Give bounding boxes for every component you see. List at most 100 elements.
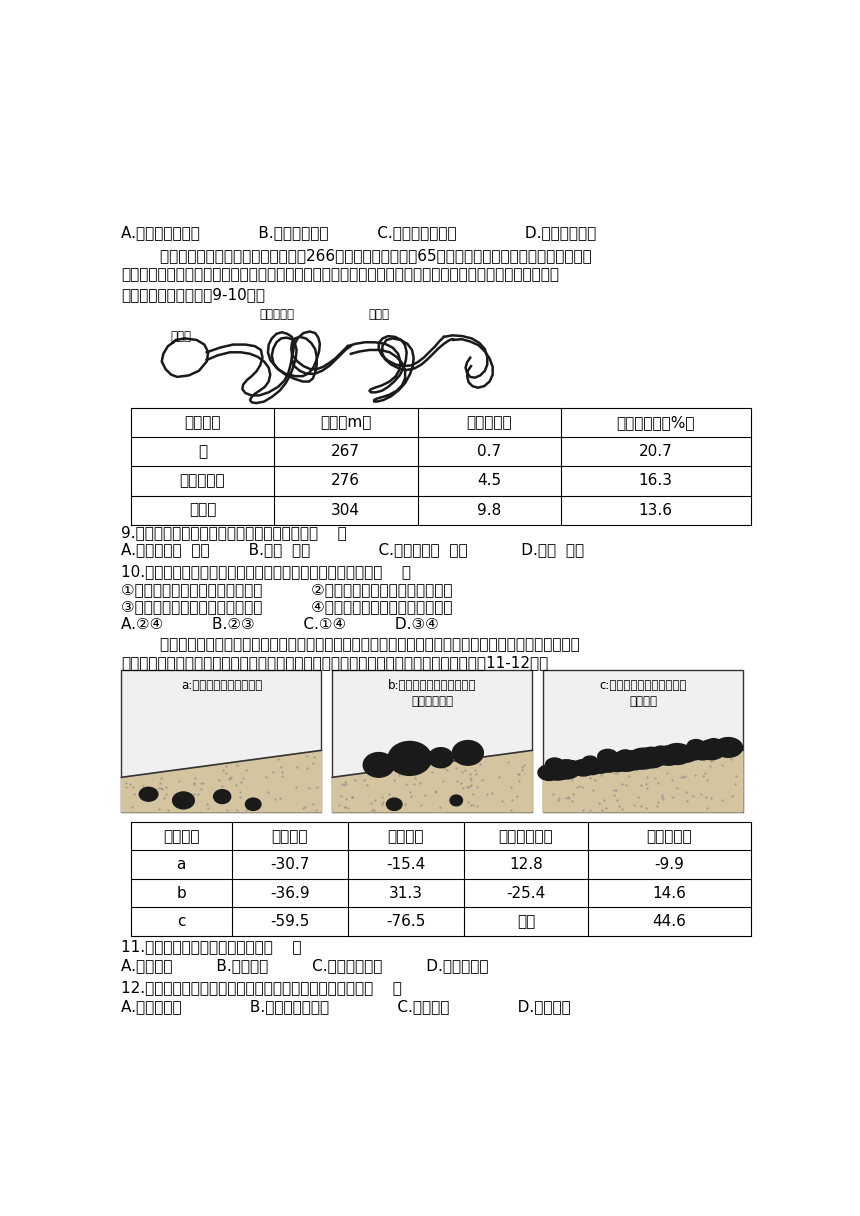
Text: 土壤含水量: 土壤含水量 — [647, 829, 692, 844]
Text: 12.通过增加砾石覆盖度，对农业增产效果最明显的地区是（    ）: 12.通过增加砾石覆盖度，对农业增产效果最明显的地区是（ ） — [121, 980, 402, 995]
Text: 甲: 甲 — [198, 444, 207, 460]
Text: 植被类型: 植被类型 — [184, 415, 221, 429]
Text: 丰满水电站: 丰满水电站 — [259, 309, 294, 321]
Ellipse shape — [685, 748, 703, 760]
Text: 11.随着砾石覆盖度增加，会提高（    ）: 11.随着砾石覆盖度增加，会提高（ ） — [121, 939, 302, 955]
Ellipse shape — [654, 745, 683, 765]
Ellipse shape — [673, 748, 685, 756]
Text: 0.7: 0.7 — [477, 444, 501, 460]
Ellipse shape — [653, 747, 668, 758]
Bar — [543, 670, 743, 812]
Bar — [121, 670, 322, 812]
Text: -36.9: -36.9 — [270, 885, 310, 901]
Text: c: c — [177, 914, 186, 929]
Text: 10.赤麻鸭能够在丰满水电站下游的江滩上越冬的主要原因是（    ）: 10.赤麻鸭能够在丰满水电站下游的江滩上越冬的主要原因是（ ） — [121, 564, 411, 579]
Text: ①水电站下游气候温暖，利于越冬          ②当地人们保护野生物的意识增强: ①水电站下游气候温暖，利于越冬 ②当地人们保护野生物的意识增强 — [121, 581, 453, 597]
Ellipse shape — [697, 739, 726, 760]
Text: 地表径流速率: 地表径流速率 — [499, 829, 553, 844]
Text: 海拔（m）: 海拔（m） — [320, 415, 372, 429]
Text: 的位置。下表为与无砾石的裸土相比，三种砾石位置对土壤水文过程产生的影响。据此完成11-12题。: 的位置。下表为与无砾石的裸土相比，三种砾石位置对土壤水文过程产生的影响。据此完成… — [121, 655, 549, 670]
Ellipse shape — [687, 739, 705, 751]
Text: 267: 267 — [331, 444, 360, 460]
Text: b:砾石位于土壤表层并覆盖
部分土壤表面: b:砾石位于土壤表层并覆盖 部分土壤表面 — [388, 679, 476, 708]
Text: A.②④          B.②③          C.①④          D.③④: A.②④ B.②③ C.①④ D.③④ — [121, 618, 439, 632]
Ellipse shape — [636, 748, 666, 767]
Ellipse shape — [706, 738, 722, 750]
Ellipse shape — [538, 765, 561, 781]
Text: c:砾石以不同厚度完全覆盖
土壤表面: c:砾石以不同厚度完全覆盖 土壤表面 — [599, 679, 687, 708]
Text: -30.7: -30.7 — [270, 857, 310, 872]
Ellipse shape — [213, 789, 230, 804]
Text: 20.7: 20.7 — [639, 444, 673, 460]
Text: 砾石分布在土壤内部和表面，影响土壤水文过程和水土保持等生态服务功能。下图示意三种砾石在土壤中: 砾石分布在土壤内部和表面，影响土壤水文过程和水土保持等生态服务功能。下图示意三种… — [121, 637, 580, 652]
Ellipse shape — [650, 751, 670, 765]
Ellipse shape — [566, 761, 579, 770]
Polygon shape — [332, 750, 532, 812]
Ellipse shape — [611, 750, 641, 771]
Ellipse shape — [637, 753, 648, 761]
Ellipse shape — [691, 744, 715, 760]
Ellipse shape — [388, 742, 432, 776]
Text: -25.4: -25.4 — [507, 885, 545, 901]
Text: 落叶阔叶林: 落叶阔叶林 — [180, 473, 225, 489]
Ellipse shape — [628, 748, 658, 769]
Text: 砾石位置: 砾石位置 — [163, 829, 200, 844]
Bar — [332, 670, 532, 812]
Ellipse shape — [621, 750, 648, 770]
Text: 江滩上还聚集着来自西伯利亚的野生赤麻鸭，它们的越冬地原是鄱阳湖地区。表为松花湖湖岸到矮山的三类植: 江滩上还聚集着来自西伯利亚的野生赤麻鸭，它们的越冬地原是鄱阳湖地区。表为松花湖湖… — [121, 268, 560, 282]
Ellipse shape — [386, 798, 402, 810]
Ellipse shape — [590, 759, 611, 773]
Text: 吉林市: 吉林市 — [368, 309, 390, 321]
Ellipse shape — [572, 760, 595, 776]
Ellipse shape — [450, 795, 463, 806]
Text: 吉林省吉林市的松花湖湖面平均海拔266米，丰满水电站下游65千米江段冬季景观奇特，除赏雾凇外，: 吉林省吉林市的松花湖湖面平均海拔266米，丰满水电站下游65千米江段冬季景观奇特… — [121, 248, 593, 264]
Text: 9.8: 9.8 — [477, 502, 501, 518]
Ellipse shape — [713, 747, 727, 756]
Text: 无值: 无值 — [517, 914, 535, 929]
Text: 土壤含水率（%）: 土壤含水率（%） — [617, 415, 695, 429]
Ellipse shape — [568, 765, 582, 776]
Text: -15.4: -15.4 — [386, 857, 426, 872]
Polygon shape — [543, 750, 743, 812]
Text: 14.6: 14.6 — [653, 885, 686, 901]
Ellipse shape — [580, 759, 603, 775]
Text: 31.3: 31.3 — [389, 885, 423, 901]
Text: b: b — [176, 885, 186, 901]
Ellipse shape — [245, 798, 261, 810]
Ellipse shape — [363, 753, 394, 777]
Text: 被分布资料。据此完成9-10题。: 被分布资料。据此完成9-10题。 — [121, 287, 266, 302]
Ellipse shape — [673, 745, 697, 762]
Ellipse shape — [599, 758, 619, 772]
Ellipse shape — [598, 749, 617, 764]
Ellipse shape — [617, 750, 634, 761]
Text: -9.9: -9.9 — [654, 857, 685, 872]
Text: a: a — [176, 857, 186, 872]
Ellipse shape — [605, 755, 630, 771]
Text: -59.5: -59.5 — [270, 914, 310, 929]
Text: a:砾石完全处于土壤内部: a:砾石完全处于土壤内部 — [181, 679, 262, 692]
Ellipse shape — [544, 761, 571, 781]
Text: 13.6: 13.6 — [639, 502, 673, 518]
Text: 4.5: 4.5 — [477, 473, 501, 489]
Text: -76.5: -76.5 — [386, 914, 426, 929]
Ellipse shape — [714, 738, 742, 758]
Text: 304: 304 — [331, 502, 360, 518]
Ellipse shape — [545, 758, 564, 771]
Ellipse shape — [173, 792, 194, 809]
Text: ③水电站下游含沙量少，水质良好          ④江水不冻，江滩宽阔，食物丰富: ③水电站下游含沙量少，水质良好 ④江水不冻，江滩宽阔，食物丰富 — [121, 599, 453, 614]
Text: A.针阔混交林  气温        B.草甸  土壤              C.常绿阔叶林  降水           D.荒漠  海拔: A.针阔混交林 气温 B.草甸 土壤 C.常绿阔叶林 降水 D.荒漠 海拔 — [121, 542, 585, 557]
Ellipse shape — [452, 741, 483, 765]
Text: 16.3: 16.3 — [639, 473, 673, 489]
Ellipse shape — [662, 744, 692, 765]
Text: A.珠江三角洲              B.雅鲁藏布江河谷              C.河西走廊              D.三江平原: A.珠江三角洲 B.雅鲁藏布江河谷 C.河西走廊 D.三江平原 — [121, 1000, 571, 1014]
Text: 坡度（度）: 坡度（度） — [466, 415, 512, 429]
Text: 12.8: 12.8 — [509, 857, 543, 872]
Text: 蒸发速率: 蒸发速率 — [272, 829, 308, 844]
Text: 276: 276 — [331, 473, 360, 489]
Text: A.蒸发速率         B.下渗速率         C.地表径流速率         D.土壤含水量: A.蒸发速率 B.下渗速率 C.地表径流速率 D.土壤含水量 — [121, 958, 489, 973]
Text: 9.推测甲植被的类型及形成的主要影响因素为（    ）: 9.推测甲植被的类型及形成的主要影响因素为（ ） — [121, 525, 347, 540]
Text: 针叶林: 针叶林 — [188, 502, 216, 518]
Ellipse shape — [428, 748, 453, 767]
Ellipse shape — [582, 756, 598, 767]
Ellipse shape — [139, 787, 158, 801]
